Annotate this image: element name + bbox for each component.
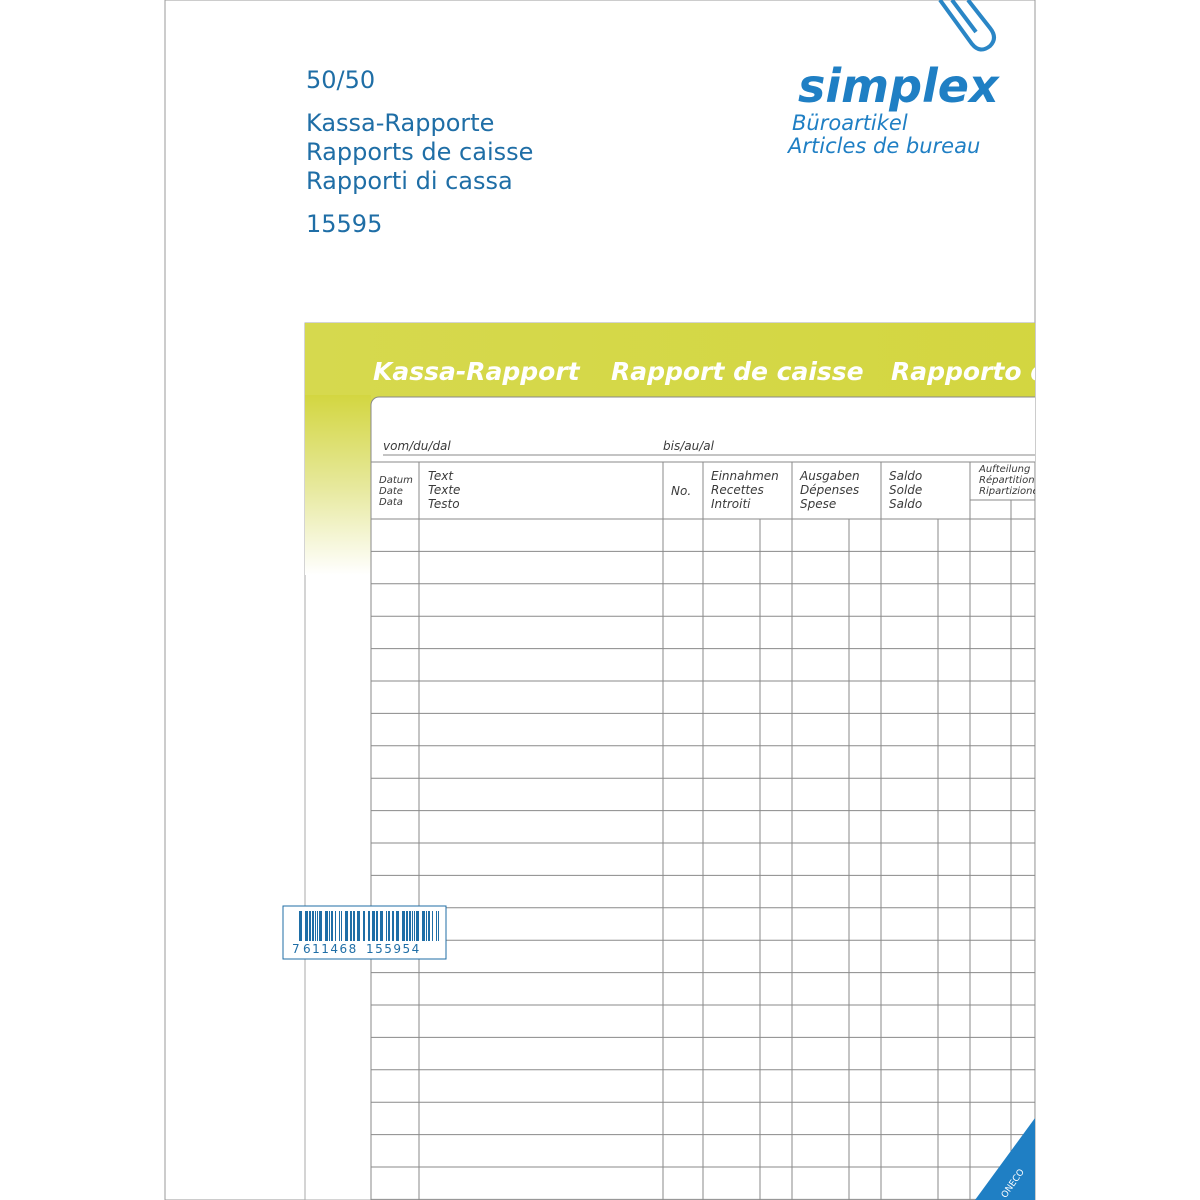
barcode-bar xyxy=(315,911,316,941)
barcode-bar xyxy=(428,911,430,941)
barcode-bar xyxy=(329,911,330,941)
column-header: No. xyxy=(671,484,691,498)
barcode-bar xyxy=(436,911,437,941)
column-header: Testo xyxy=(428,497,460,511)
barcode-bar xyxy=(414,911,415,941)
barcode-bar xyxy=(422,911,425,941)
barcode-bar xyxy=(345,911,348,941)
barcode-bar xyxy=(357,911,360,941)
column-header: Texte xyxy=(428,483,460,497)
form-title: Rapporto di cassa xyxy=(891,357,1144,386)
column-header: Datum xyxy=(379,475,413,486)
period-from: vom/du/dal xyxy=(383,439,451,453)
form-sheet: Kassa-Rapport Rapport de caisse Rapporto… xyxy=(304,322,1144,1200)
barcode-bar xyxy=(402,911,405,941)
barcode-bar xyxy=(380,911,383,941)
column-header: Répartition xyxy=(979,474,1035,486)
barcode-bar xyxy=(299,911,302,941)
barcode-bar xyxy=(396,911,399,941)
barcode-bar xyxy=(386,911,387,941)
barcode-bar xyxy=(388,911,390,941)
barcode-bar xyxy=(432,911,433,941)
cover-title: Kassa-Rapporte xyxy=(306,109,494,137)
column-header: Dépenses xyxy=(800,483,859,497)
barcode-bar xyxy=(335,911,336,941)
barcode-bar xyxy=(372,911,375,941)
barcode-bar xyxy=(341,911,342,941)
barcode-bar xyxy=(426,911,427,941)
barcode-bar xyxy=(392,911,394,941)
barcode-bar xyxy=(312,911,314,941)
barcode-digits: 611468 xyxy=(303,942,358,956)
barcode-digit: 7 xyxy=(292,942,300,956)
column-header: Saldo xyxy=(889,469,922,483)
brand-tagline: Büroartikel xyxy=(792,111,908,135)
cover-title: Rapporti di cassa xyxy=(306,167,513,195)
column-header: Data xyxy=(379,497,403,508)
barcode-bar xyxy=(353,911,355,941)
column-header: Aufteilung xyxy=(978,464,1030,475)
barcode-bar xyxy=(412,911,413,941)
cover-title: Rapports de caisse xyxy=(306,138,533,166)
barcode-bar xyxy=(376,911,378,941)
quantity: 50/50 xyxy=(306,66,375,94)
barcode-bar xyxy=(305,911,308,941)
barcode-bar xyxy=(409,911,411,941)
brand-name: simplex xyxy=(798,59,1000,113)
column-header: Ausgaben xyxy=(799,469,860,483)
barcode-bar xyxy=(438,911,439,941)
barcode-label: 7 611468 155954 xyxy=(282,905,447,960)
corner-badge xyxy=(975,1118,1035,1200)
paperclip xyxy=(938,0,996,52)
period-to: bis/au/al xyxy=(663,439,715,453)
column-header: Spese xyxy=(800,497,836,511)
column-header: Recettes xyxy=(711,483,764,497)
barcode-digits: 155954 xyxy=(366,942,421,956)
column-header: Date xyxy=(379,486,403,497)
form-title: Rapport de caisse xyxy=(611,357,864,386)
barcode-bar xyxy=(368,911,370,941)
column-header: Ripartizione xyxy=(979,486,1039,497)
column-header: Einnahmen xyxy=(711,469,779,483)
barcode-bar xyxy=(350,911,352,941)
barcode-bar xyxy=(325,911,328,941)
barcode-bar xyxy=(309,911,311,941)
column-header: Introiti xyxy=(711,497,751,511)
barcode-bar xyxy=(331,911,333,941)
barcode-bar xyxy=(319,911,322,941)
form-title: Kassa-Rapport xyxy=(373,357,581,386)
column-header: Saldo xyxy=(889,497,922,511)
column-header: Text xyxy=(428,469,454,483)
barcode-bar xyxy=(317,911,318,941)
brand-tagline: Articles de bureau xyxy=(786,134,980,158)
column-header: Solde xyxy=(889,483,922,497)
barcode-bar xyxy=(406,911,408,941)
barcode-bar xyxy=(416,911,419,941)
barcode-bar xyxy=(339,911,340,941)
article-number: 15595 xyxy=(306,210,382,238)
barcode-bar xyxy=(363,911,365,941)
